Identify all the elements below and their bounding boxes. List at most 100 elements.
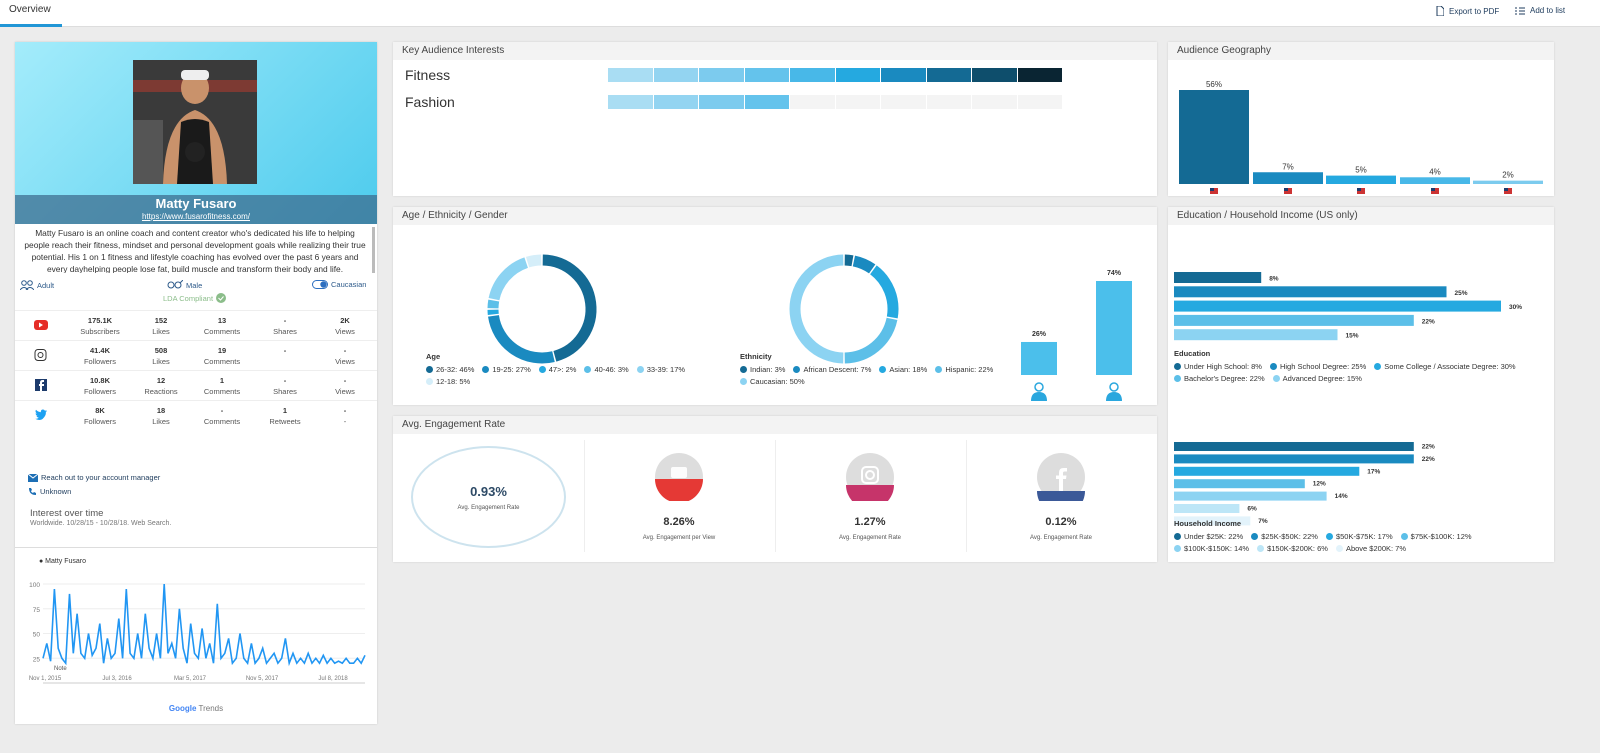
tag-ethnicity: Caucasian — [312, 280, 366, 289]
engagement-label: Avg. Engagement Rate — [839, 535, 901, 541]
education-bar-label: 8% — [1269, 276, 1279, 283]
geo-bar-label: 7% — [1282, 162, 1294, 171]
legend-text: African Descent: 7% — [803, 365, 872, 374]
age-legend-item: 12-18: 5% — [426, 377, 470, 386]
top-bar: Overview Export to PDF Add to list — [0, 0, 1600, 27]
education-bar — [1174, 272, 1262, 283]
demographics-panel: Age / Ethnicity / Gender 26% 74% Age 26-3… — [393, 207, 1157, 405]
youtube-icon — [34, 320, 48, 330]
legend-dot — [935, 366, 943, 373]
income-bar — [1174, 442, 1414, 451]
male-icon — [1109, 382, 1119, 392]
age-legend-item: 26-32: 46% — [426, 365, 474, 374]
legend-dot — [1269, 363, 1277, 370]
account-manager-link[interactable]: Reach out to your account manager — [28, 473, 160, 482]
stat-value: 8K — [95, 406, 105, 415]
stat-label: Views — [335, 357, 355, 366]
legend-dot — [1400, 533, 1408, 540]
engagement-value: 0.12% — [1045, 516, 1077, 528]
add-to-list-button[interactable]: Add to list — [1515, 6, 1565, 15]
education-income-panel: Education / Household Income (US only) 8… — [1168, 207, 1554, 562]
stat-value: 152 — [154, 316, 168, 325]
bio-scrollbar[interactable] — [372, 227, 375, 273]
twitter-icon — [35, 409, 47, 421]
instagram-icon — [34, 349, 47, 361]
legend-dot — [740, 366, 747, 373]
trends-legend: ● Matty Fusaro — [39, 558, 86, 565]
stat-label: Followers — [83, 417, 117, 426]
toggle-icon — [312, 280, 328, 289]
flag-icon-canton — [1284, 188, 1288, 191]
trends-xtick: Mar 5, 2017 — [174, 676, 207, 682]
legend-dot — [584, 366, 592, 373]
education-bar — [1174, 329, 1338, 341]
stats-row-youtube: 175.1K Subscribers 152 Likes 13 Comments - Shar… — [15, 310, 377, 340]
interest-level-cell — [653, 68, 698, 82]
trends-ytick: 75 — [33, 607, 41, 614]
engagement-label: Avg. Engagement per View — [642, 535, 716, 541]
tab-overview[interactable]: Overview — [0, 0, 62, 27]
trends-chart: ● Matty Fusaro 100 75 50 25 Note Nov 1, 2015 Ju… — [29, 558, 366, 684]
stat-cell: - Shares — [255, 315, 315, 337]
income-legend-item: $100K-$150K: 14% — [1174, 543, 1249, 554]
stat-label: Likes — [152, 357, 170, 366]
legend-text: Bachelor's Degree: 22% — [1184, 374, 1265, 383]
income-bar — [1174, 479, 1305, 489]
income-bar-label: 7% — [1258, 518, 1268, 525]
trends-series-line — [42, 583, 366, 667]
stat-label: Reactions — [144, 387, 178, 396]
legend-dot — [538, 366, 546, 373]
trends-ytick: 50 — [33, 632, 41, 639]
stat-value: - — [283, 316, 287, 325]
ethnicity-slice — [844, 317, 898, 364]
legend-text: 33-39: 17% — [646, 365, 686, 374]
income-bar-label: 14% — [1335, 493, 1348, 500]
geo-bar-label: 2% — [1502, 171, 1514, 180]
stat-cell: 8K Followers — [70, 405, 130, 427]
legend-dot — [793, 366, 801, 373]
interest-level-cell — [972, 95, 1017, 109]
interest-level-cell — [1017, 68, 1062, 82]
interest-level-cell — [1017, 95, 1062, 109]
flag-icon-canton — [1357, 188, 1361, 191]
trends-ytick: 100 — [29, 582, 40, 589]
stat-label: Comments — [203, 387, 241, 396]
legend-text: 47>: 2% — [548, 365, 577, 374]
legend-dot — [1374, 363, 1382, 370]
gender-bar-label: 74% — [1107, 270, 1122, 277]
income-bar-label: 22% — [1422, 444, 1435, 451]
legend-text: $100K-$150K: 14% — [1184, 544, 1250, 553]
interest-level-cell — [926, 68, 971, 82]
file-icon — [1436, 6, 1444, 16]
stat-value: - — [343, 406, 347, 415]
legend-dot — [1174, 533, 1181, 540]
mail-icon — [28, 473, 38, 482]
trends-title: Interest over time — [30, 508, 104, 519]
education-bar-label: 22% — [1422, 318, 1435, 325]
legend-text: Indian: 3% — [750, 365, 786, 374]
ethnicity-legend-item: African Descent: 7% — [793, 365, 871, 374]
stat-value: 1 — [282, 406, 288, 415]
geo-bar-label: 5% — [1355, 166, 1367, 175]
interest-label: Fashion — [405, 94, 455, 110]
stat-value: - — [220, 406, 224, 415]
stats-row-twitter: 8K Followers 18 Likes - Comments 1 Retweets - - — [15, 400, 377, 430]
legend-text: 40-46: 3% — [594, 365, 629, 374]
name-bar — [15, 195, 377, 224]
geo-bar — [1400, 177, 1470, 184]
income-bar — [1174, 516, 1251, 526]
stat-cell: 13 Comments — [192, 315, 252, 337]
education-legend-item: Some College / Associate Degree: 30% — [1374, 361, 1516, 372]
stat-value: 18 — [156, 406, 166, 415]
stat-cell: - Views — [315, 345, 375, 367]
education-bar — [1174, 300, 1501, 312]
stat-label: Subscribers — [80, 327, 120, 336]
interest-level-cell — [608, 95, 653, 109]
income-bar-label: 22% — [1422, 456, 1435, 463]
gender-bar — [1096, 281, 1132, 375]
export-pdf-button[interactable]: Export to PDF — [1436, 6, 1499, 16]
stat-label: Comments — [203, 357, 241, 366]
income-legend-item: $150K-$200K: 6% — [1257, 543, 1328, 554]
age-legend-item: 47>: 2% — [538, 365, 577, 374]
profile-url-link[interactable]: https://www.fusarofitness.com/ — [141, 212, 251, 221]
